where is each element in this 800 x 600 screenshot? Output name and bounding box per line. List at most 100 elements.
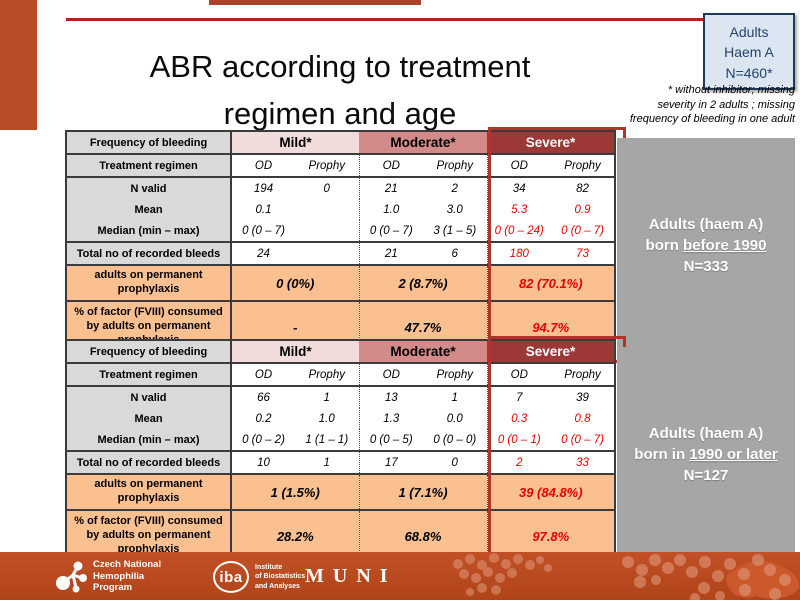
- slide-title-line2: regimen and age: [223, 95, 457, 131]
- regimen-header: Prophy: [423, 154, 488, 178]
- total-value: 21: [358, 242, 423, 266]
- stat-value: 0 (0 – 5): [358, 429, 423, 452]
- stat-value: [295, 199, 359, 220]
- iba-line: and Analyses: [255, 582, 300, 590]
- frequency-of-bleeding-label: Frequency of bleeding: [66, 340, 232, 364]
- regimen-header: OD: [358, 154, 423, 178]
- stat-value: 82: [576, 182, 589, 195]
- regimen-header: OD: [231, 154, 295, 178]
- stat-value: 0.2: [255, 412, 272, 425]
- orange-row-label: adults on permanent prophylaxis: [66, 474, 232, 511]
- total-row-label: Total no of recorded bleeds: [66, 451, 232, 475]
- cohort-line2-pre: born in: [634, 445, 690, 463]
- cohort-sidebar-text: Adults (haem A) born in 1990 or later N=…: [626, 423, 785, 486]
- regimen-header: OD: [486, 363, 552, 387]
- severity-header: Mild*: [231, 340, 359, 364]
- frequency-of-bleeding-label: Frequency of bleeding: [66, 131, 232, 155]
- title-rule-line: [66, 18, 704, 21]
- iba-logo: iba Institute of Biostatistics and Analy…: [213, 561, 305, 593]
- slide-title-line1: ABR according to treatment: [149, 48, 531, 84]
- treatment-regimen-label: Treatment regimen: [66, 363, 232, 387]
- stat-value: 194: [253, 182, 274, 195]
- left-accent-rect: [0, 0, 37, 130]
- total-value: 73: [551, 242, 616, 266]
- regimen-header: Prophy: [295, 363, 359, 387]
- cnhp-logo-text: Czech National Hemophilia Program: [93, 559, 161, 594]
- regimen-header: Prophy: [295, 154, 359, 178]
- total-value: 17: [358, 451, 423, 475]
- stat-row-label: Median (min – max): [66, 220, 232, 243]
- orange-value: 1 (1.5%): [231, 474, 359, 511]
- stat-value: 1: [323, 391, 330, 404]
- footer-bar: Czech National Hemophilia Program iba In…: [0, 552, 800, 600]
- regimen-header: OD: [231, 363, 295, 387]
- stat-row-label: Mean: [66, 199, 232, 220]
- stat-value: 1.0: [318, 412, 335, 425]
- cnhp-line: Czech National: [93, 559, 162, 570]
- footnote: * without inhibitor; missing severity in…: [545, 83, 795, 127]
- iba-logo-text: Institute of Biostatistics and Analyses: [255, 563, 305, 590]
- stat-value: 0 (0 – 1): [486, 429, 552, 452]
- stat-value: 0: [323, 182, 330, 195]
- stat-value: 1: [451, 391, 458, 404]
- cohort-sidebar-before-1990: Adults (haem A) born before 1990 N=333: [617, 138, 795, 352]
- regimen-header: OD: [358, 363, 423, 387]
- orange-value: 39 (84.8%): [486, 474, 616, 511]
- muni-logo: MUNI: [305, 565, 397, 587]
- cohort-line2-pre: born: [645, 236, 684, 254]
- stat-value: 0.0: [446, 412, 463, 425]
- severity-header: Moderate*: [359, 340, 488, 364]
- stat-value: 1.0: [358, 199, 423, 220]
- regimen-header: OD: [486, 154, 552, 178]
- total-value: [295, 242, 359, 266]
- stat-row-label: Mean: [66, 408, 232, 429]
- orange-value: 0 (0%): [231, 265, 359, 302]
- orange-value: 1 (7.1%): [358, 474, 488, 511]
- stat-value: 7: [486, 386, 552, 408]
- iba-line: Institute: [255, 564, 283, 572]
- regimen-header: Prophy: [551, 154, 616, 178]
- table-block-1990-or-later: Frequency of bleeding Mild* Moderate* Sever…: [65, 336, 795, 572]
- total-value: 33: [551, 451, 616, 475]
- severity-header: Severe*: [487, 340, 616, 364]
- cohort-line2-underlined: 1990 or later: [689, 445, 778, 463]
- stat-value: 0 (0 – 7): [551, 220, 616, 243]
- regimen-header: Prophy: [423, 363, 488, 387]
- table-block-before-1990: Frequency of bleeding Mild* Moderate* Sever…: [65, 127, 795, 363]
- stat-value: 39: [576, 391, 589, 404]
- info-box-line: Haem A: [724, 44, 774, 61]
- cohort-n-count: N=127: [683, 466, 729, 484]
- total-value: 10: [231, 451, 295, 475]
- stat-value: 5.3: [486, 199, 552, 220]
- cohort-info-box: Adults Haem A N=460*: [703, 13, 795, 90]
- stat-value: 0 (0 – 2): [231, 429, 295, 452]
- info-box-line: Adults: [729, 24, 769, 40]
- cohort-sidebar-text: Adults (haem A) born before 1990 N=333: [638, 214, 775, 277]
- iba-circle-icon: iba: [213, 561, 249, 593]
- orange-value: 2 (8.7%): [358, 265, 488, 302]
- stat-value: 0.9: [574, 203, 591, 216]
- stat-value: [295, 220, 359, 243]
- stat-value: 1.3: [358, 408, 423, 429]
- stat-value: 3 (1 – 5): [423, 220, 488, 243]
- stat-value: 3.0: [446, 203, 463, 216]
- severity-header: Mild*: [231, 131, 359, 155]
- stat-value: 34: [486, 177, 552, 199]
- total-value: 0: [423, 451, 488, 475]
- severity-header: Severe*: [487, 131, 616, 155]
- cohort-line2-underlined: before 1990: [683, 236, 767, 254]
- stat-value: 21: [358, 177, 423, 199]
- footer-dot-pattern: [453, 553, 800, 600]
- severity-header: Moderate*: [359, 131, 488, 155]
- stat-value: 0 (0 – 0): [423, 429, 488, 452]
- abr-table-1990-or-later: Frequency of bleeding Mild* Moderate* Sever…: [65, 339, 617, 563]
- stat-value: 1 (1 – 1): [295, 429, 359, 452]
- slide-title: ABR according to treatment regimen and ag…: [60, 43, 620, 137]
- total-value: 24: [231, 242, 295, 266]
- footnote-line: * without inhibitor; missing: [667, 84, 795, 96]
- stat-value: 0.3: [486, 408, 552, 429]
- stat-value: 0.8: [574, 412, 591, 425]
- footnote-line: frequency of bleeding in one adult: [629, 113, 795, 126]
- orange-row-label: adults on permanent prophylaxis: [66, 265, 232, 302]
- total-value: 2: [486, 451, 552, 475]
